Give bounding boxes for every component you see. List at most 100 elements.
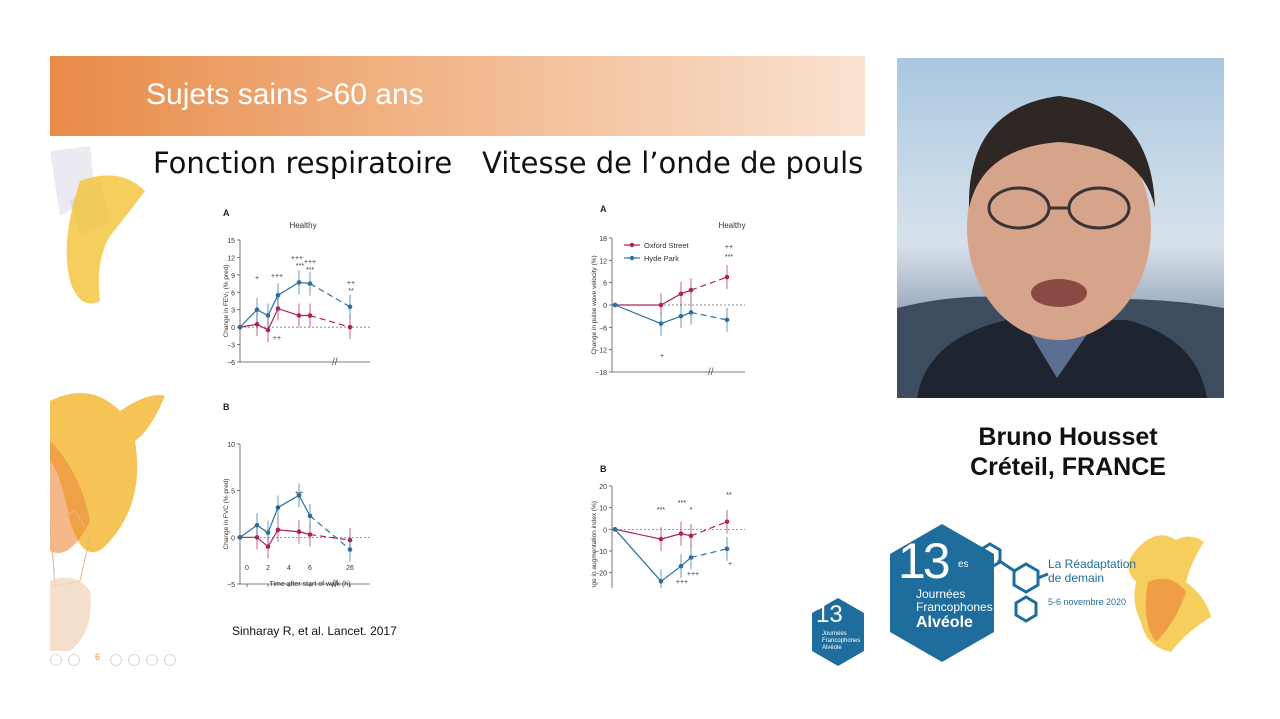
speaker-video (897, 58, 1224, 398)
panel-letter: A (223, 208, 230, 218)
y-tick-label: 6 (231, 290, 235, 297)
y-tick-label: 0 (231, 325, 235, 332)
slide: Sujets sains >60 ans Fonction respiratoi… (50, 56, 865, 670)
chart-title: Healthy (718, 221, 745, 230)
significance-marker: ++ (347, 280, 355, 287)
y-tick-label: −6 (599, 325, 607, 332)
significance-marker: *** (657, 507, 665, 514)
series-line (615, 289, 692, 306)
significance-marker: ** (726, 492, 732, 499)
significance-marker: ++ (295, 490, 303, 497)
significance-marker: ++ (725, 244, 733, 251)
next-slide-icon[interactable] (68, 654, 80, 666)
y-tick-label: 12 (227, 255, 235, 262)
panel-letter: B (223, 402, 230, 412)
data-point (307, 513, 313, 519)
series-dashed-segment (309, 515, 351, 550)
significance-marker: +++ (291, 255, 303, 262)
y-axis-label: Change in FVC (% pred) (223, 478, 230, 549)
series-line (239, 281, 311, 328)
series-dashed-segment (309, 314, 351, 328)
data-point (724, 546, 730, 552)
data-point (296, 313, 302, 318)
y-tick-label: −10 (595, 549, 607, 556)
y-tick-label: 0 (603, 303, 607, 310)
y-tick-label: −18 (595, 370, 607, 377)
x-tick-label: 4 (287, 565, 291, 572)
significance-marker: +++ (304, 259, 316, 266)
series-dashed-segment (690, 276, 728, 291)
data-point (254, 307, 260, 313)
speaker-portrait (897, 96, 1224, 398)
data-point (296, 493, 302, 498)
data-point (724, 317, 730, 323)
data-point (724, 519, 730, 525)
event-logo-small-number: 13 (816, 601, 843, 628)
data-point (254, 321, 260, 327)
y-tick-label: 6 (603, 281, 607, 288)
chart-fev1: A Healthy // 15 12 9 6 3 0 −3 −6 Change in FEV₁ (% … (223, 208, 370, 368)
y-tick-label: 3 (231, 308, 235, 315)
y-axis-label: Change in augmentation index (%) (591, 501, 598, 588)
significance-marker: *** (296, 263, 304, 270)
y-tick-label: 5 (231, 489, 235, 496)
legend-marker (629, 255, 635, 261)
data-point (688, 310, 694, 315)
more-options-icon[interactable] (164, 654, 176, 666)
x-tick-label: 26 (346, 565, 354, 572)
series-line (239, 307, 310, 331)
data-point (678, 563, 684, 569)
y-tick-label: 12 (599, 258, 607, 265)
event-tagline: La Réadaptation de demain 5-6 novembre 2… (1048, 557, 1137, 607)
data-point (688, 287, 694, 293)
data-point (688, 555, 694, 560)
zoom-icon[interactable] (146, 654, 158, 666)
data-point (347, 324, 353, 330)
data-point (237, 535, 243, 540)
data-point (612, 302, 618, 308)
y-tick-label: 10 (599, 506, 607, 513)
significance-marker: +++ (687, 571, 699, 578)
data-point (658, 536, 664, 542)
legend-marker (629, 242, 635, 248)
series-line (614, 528, 692, 540)
series-line (614, 528, 692, 583)
data-point (254, 535, 260, 540)
y-tick-label: 20 (599, 484, 607, 491)
pen-icon[interactable] (110, 654, 122, 666)
data-point (254, 522, 260, 528)
speaker-caption: Bruno Housset Créteil, FRANCE (900, 422, 1236, 482)
axis-break: // (332, 357, 338, 368)
data-point (237, 324, 243, 330)
event-logo-large (890, 524, 1211, 662)
speaker-location: Créteil, FRANCE (970, 453, 1166, 481)
chart-pulse-wave-velocity: A Healthy // 18 12 6 0 −6 −12 −18 Change in pulse … (591, 204, 746, 378)
series-dashed-segment (690, 548, 728, 559)
significance-marker: + (660, 353, 664, 360)
legend-label: Oxford Street (644, 241, 690, 250)
data-point (724, 274, 730, 280)
significance-marker: * (690, 507, 693, 514)
series-dashed-segment (309, 533, 351, 541)
y-tick-label: 15 (227, 238, 235, 245)
significance-marker: + (276, 505, 280, 512)
event-logo-small-text: Journées Francophones Alvéole (822, 631, 861, 651)
y-axis-label: Change in FEV₁ (% pred) (223, 264, 230, 337)
speaker-name: Bruno Housset (978, 423, 1158, 451)
significance-marker: *** (725, 254, 733, 261)
grid-icon[interactable] (128, 654, 140, 666)
data-point (688, 533, 694, 539)
page-number: 6 (95, 652, 101, 662)
data-point (612, 527, 618, 532)
significance-marker: ** (348, 288, 354, 295)
data-point (307, 313, 313, 318)
previous-slide-icon[interactable] (50, 654, 62, 666)
slide-title: Sujets sains >60 ans (146, 78, 424, 111)
y-tick-label: −12 (595, 348, 607, 355)
series-dashed-segment (690, 311, 728, 321)
y-tick-label: −20 (595, 571, 607, 578)
data-point (275, 527, 281, 533)
data-point (658, 321, 664, 326)
data-point (658, 579, 664, 584)
